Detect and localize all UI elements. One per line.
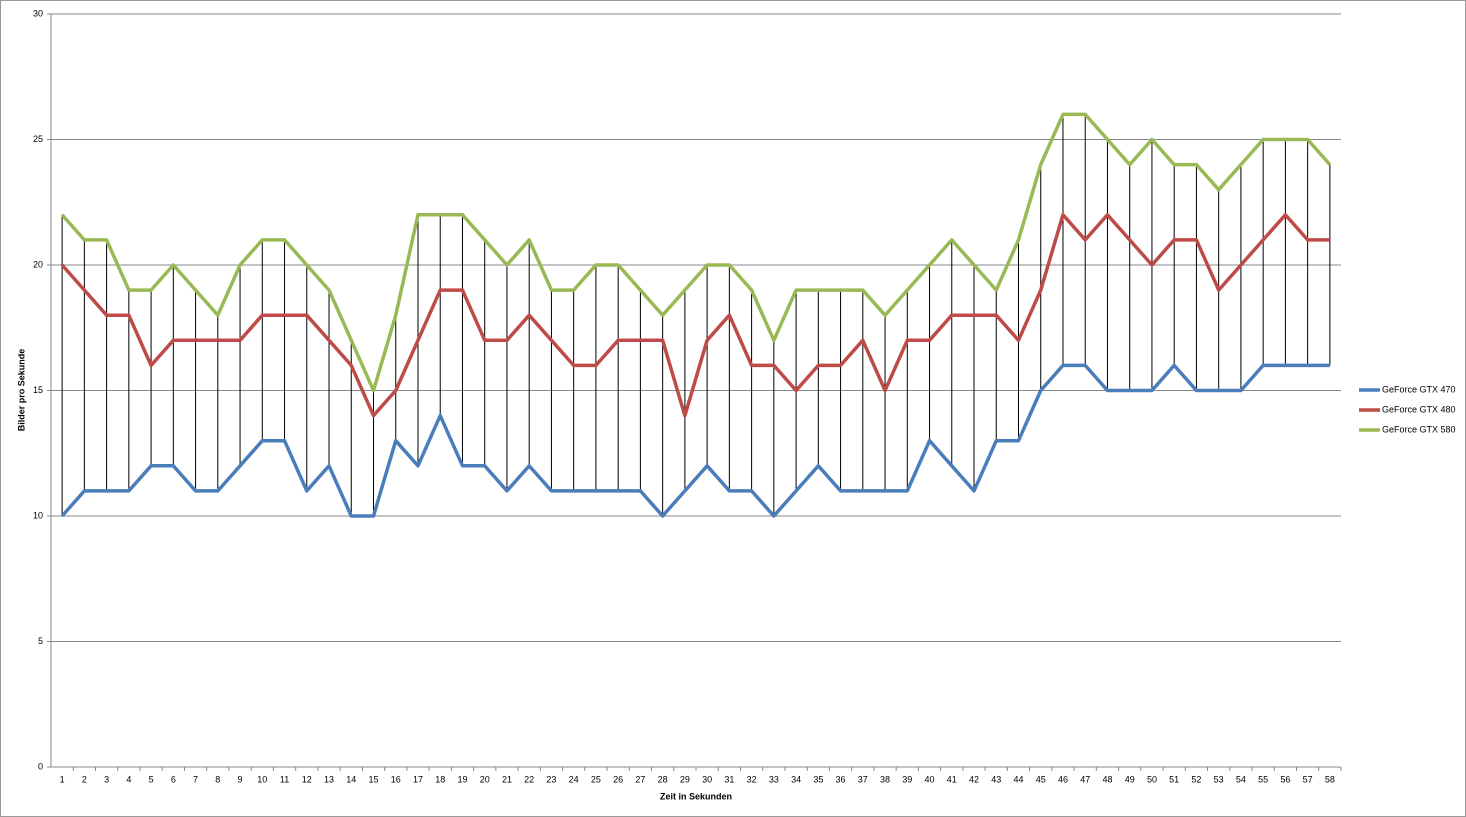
x-tick-label: 53	[1214, 774, 1224, 784]
x-tick-label: 48	[1102, 774, 1112, 784]
x-tick-label: 26	[613, 774, 623, 784]
x-tick-label: 41	[947, 774, 957, 784]
x-tick-label: 30	[702, 774, 712, 784]
x-tick-label: 35	[813, 774, 823, 784]
legend-label: GeForce GTX 580	[1382, 424, 1456, 434]
y-tick-label: 0	[38, 761, 43, 771]
x-tick-label: 56	[1280, 774, 1290, 784]
x-axis-label: Zeit in Sekunden	[660, 791, 732, 801]
x-tick-label: 2	[82, 774, 87, 784]
x-tick-label: 34	[791, 774, 801, 784]
x-tick-label: 9	[238, 774, 243, 784]
y-tick-label: 10	[33, 510, 43, 520]
x-tick-label: 17	[413, 774, 423, 784]
x-tick-label: 31	[724, 774, 734, 784]
legend-label: GeForce GTX 470	[1382, 384, 1456, 394]
x-tick-label: 47	[1080, 774, 1090, 784]
x-tick-label: 45	[1036, 774, 1046, 784]
x-tick-label: 39	[902, 774, 912, 784]
y-tick-label: 5	[38, 636, 43, 646]
x-tick-label: 36	[836, 774, 846, 784]
x-tick-label: 38	[880, 774, 890, 784]
y-tick-label: 20	[33, 259, 43, 269]
x-tick-label: 43	[991, 774, 1001, 784]
x-tick-label: 58	[1325, 774, 1335, 784]
x-tick-label: 25	[591, 774, 601, 784]
x-tick-label: 29	[680, 774, 690, 784]
x-tick-label: 23	[546, 774, 556, 784]
x-tick-label: 52	[1191, 774, 1201, 784]
x-tick-label: 55	[1258, 774, 1268, 784]
x-tick-label: 15	[368, 774, 378, 784]
x-tick-label: 11	[280, 774, 289, 784]
x-tick-label: 40	[925, 774, 935, 784]
series-line	[60, 363, 1330, 518]
x-tick-label: 22	[524, 774, 534, 784]
y-tick-label: 30	[33, 8, 43, 18]
legend-label: GeForce GTX 480	[1382, 404, 1456, 414]
x-tick-label: 33	[769, 774, 779, 784]
y-axis-label: Bilder pro Sekunde	[16, 349, 26, 432]
x-tick-label: 42	[969, 774, 979, 784]
x-tick-label: 19	[457, 774, 467, 784]
x-tick-label: 5	[149, 774, 154, 784]
x-tick-label: 44	[1013, 774, 1023, 784]
x-tick-label: 37	[858, 774, 868, 784]
x-tick-label: 10	[257, 774, 267, 784]
x-tick-label: 4	[126, 774, 131, 784]
x-tick-label: 49	[1125, 774, 1135, 784]
x-tick-label: 8	[215, 774, 220, 784]
x-tick-label: 3	[104, 774, 109, 784]
x-tick-label: 7	[193, 774, 198, 784]
x-tick-label: 12	[302, 774, 312, 784]
x-tick-label: 28	[658, 774, 668, 784]
series-line	[60, 112, 1332, 393]
x-tick-label: 20	[480, 774, 490, 784]
series-line	[60, 213, 1330, 418]
x-tick-label: 27	[635, 774, 645, 784]
x-tick-label: 51	[1169, 774, 1179, 784]
x-tick-label: 57	[1303, 774, 1313, 784]
x-tick-label: 1	[60, 774, 65, 784]
x-tick-label: 18	[435, 774, 445, 784]
x-tick-label: 6	[171, 774, 176, 784]
x-tick-label: 50	[1147, 774, 1157, 784]
x-tick-label: 46	[1058, 774, 1068, 784]
y-tick-label: 15	[33, 385, 43, 395]
x-tick-label: 14	[346, 774, 356, 784]
x-tick-label: 32	[747, 774, 757, 784]
x-tick-label: 24	[569, 774, 579, 784]
x-tick-label: 13	[324, 774, 334, 784]
y-tick-label: 25	[33, 134, 43, 144]
x-tick-label: 54	[1236, 774, 1246, 784]
x-tick-label: 16	[391, 774, 401, 784]
x-tick-label: 21	[502, 774, 512, 784]
